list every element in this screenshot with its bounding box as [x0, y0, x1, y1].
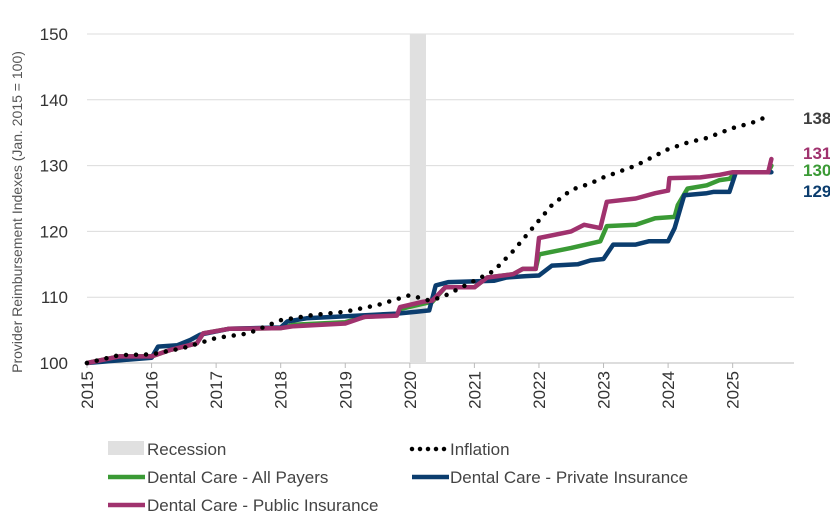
x-tick-label: 2021 [465, 371, 484, 409]
x-tick-label: 2016 [143, 371, 162, 409]
series-line-dental-care-private-insurance [84, 169, 774, 366]
y-tick-label: 150 [40, 25, 68, 44]
x-tick-label: 2024 [659, 371, 678, 409]
x-tick-label: 2020 [401, 371, 420, 409]
legend-label-inflation: Inflation [450, 440, 510, 459]
x-tick-labels: 2015 2016 2017 2018 2019 2020 2021 2022 2023 2024… [78, 371, 743, 409]
gridlines [86, 33, 794, 368]
end-label: 138 [803, 109, 830, 128]
recession-band [409, 34, 426, 363]
legend-swatch-recession [108, 441, 144, 455]
x-tick-label: 2015 [78, 371, 97, 409]
x-tick-label: 2022 [530, 371, 549, 409]
series-line-dental-care-public-insurance [84, 156, 774, 366]
x-tick-label: 2017 [207, 371, 226, 409]
legend-label-recession: Recession [147, 440, 226, 459]
y-tick-label: 130 [40, 157, 68, 176]
x-tick-label: 2019 [336, 371, 355, 409]
end-labels: 138 130 129 131 [803, 109, 830, 201]
x-tick-label: 2023 [595, 371, 614, 409]
y-tick-label: 140 [40, 91, 68, 110]
legend-label-private: Dental Care - Private Insurance [450, 468, 688, 487]
y-tick-label: 120 [40, 222, 68, 241]
x-tick-label: 2025 [724, 371, 743, 409]
end-label: 130 [803, 161, 830, 180]
series-line-dental-care-all-payers [84, 163, 774, 366]
y-tick-label: 100 [40, 354, 68, 373]
legend: Recession Inflation Dental Care - All Pa… [108, 440, 688, 515]
end-label: 129 [803, 182, 830, 201]
y-tick-label: 110 [41, 288, 68, 307]
x-tick-label: 2018 [272, 371, 291, 409]
legend-label-public: Dental Care - Public Insurance [147, 496, 379, 515]
y-axis-label: Provider Reimbursement Indexes (Jan. 201… [9, 51, 25, 373]
legend-label-all-payers: Dental Care - All Payers [147, 468, 328, 487]
series-lines [84, 112, 774, 366]
end-label: 131 [803, 144, 830, 163]
y-tick-labels: 100 110 120 130 140 150 [40, 25, 68, 373]
